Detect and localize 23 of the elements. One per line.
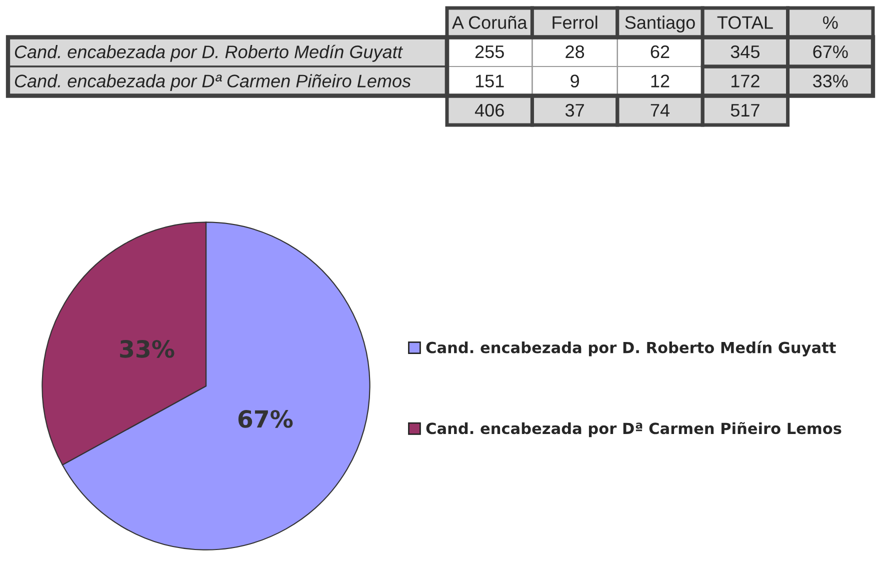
data-label: 12	[651, 74, 670, 88]
data-label: 151	[476, 74, 504, 88]
data-label: 9	[570, 74, 579, 88]
legend-label: Cand. encabezada por D. Roberto Medín Guyatt	[426, 340, 836, 356]
x-tick-label: TOTAL	[717, 16, 773, 29]
data-label: 255	[475, 45, 504, 58]
data-label: 406	[474, 104, 504, 117]
data-label: 62	[650, 45, 670, 58]
data-label: 172	[732, 74, 760, 88]
x-tick-label: %	[823, 16, 838, 29]
data-label: 74	[650, 104, 670, 117]
data-label: 33%	[120, 340, 174, 358]
data-label: 33%	[813, 74, 848, 88]
data-label: 37	[565, 104, 584, 117]
x-tick-label: Ferrol	[552, 16, 598, 29]
data-label: 67%	[238, 410, 293, 428]
legend-label: Cand. encabezada por Dª Carmen Piñeiro Lemos	[426, 422, 842, 438]
data-label: 28	[566, 45, 584, 58]
data-label: 67%	[813, 45, 848, 58]
x-tick-label: Santiago	[625, 16, 695, 33]
x-tick-label: A Coruña	[452, 16, 528, 29]
data-label: 517	[730, 104, 760, 117]
data-label: 345	[730, 45, 760, 58]
